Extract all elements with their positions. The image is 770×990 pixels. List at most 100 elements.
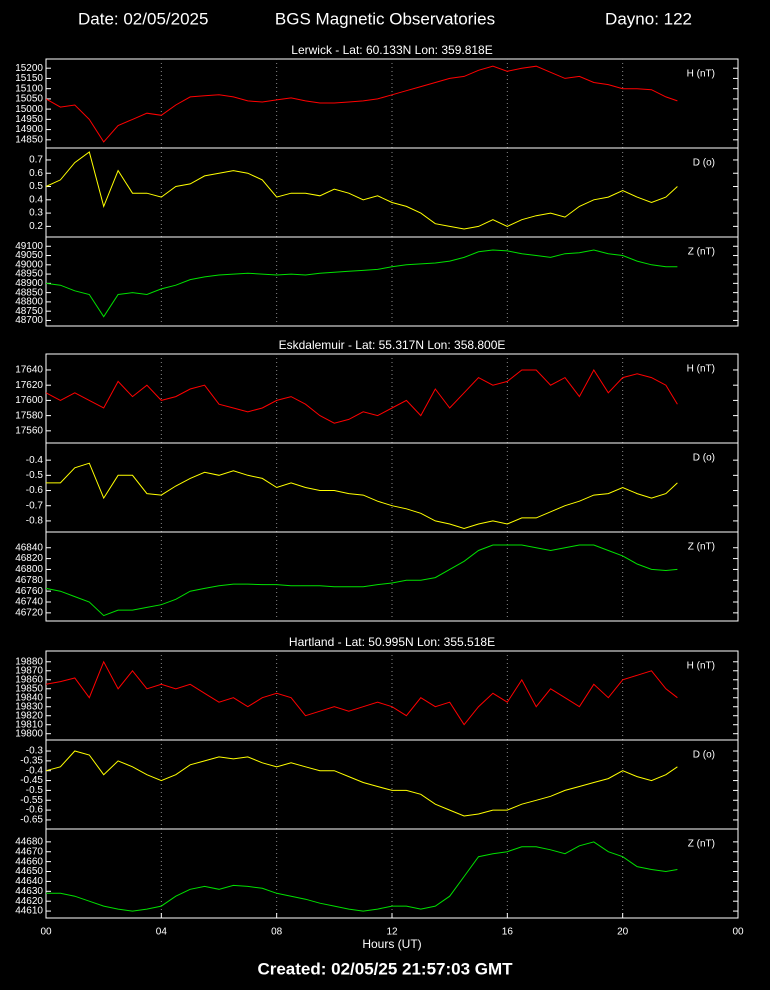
y-tick-label: 48850 xyxy=(15,287,43,298)
y-tick-label: -0.55 xyxy=(20,795,43,806)
y-tick-label: 44640 xyxy=(15,876,43,887)
x-tick-label: 20 xyxy=(617,927,629,938)
title: BGS Magnetic Observatories xyxy=(275,9,495,28)
y-tick-label: 0.4 xyxy=(29,194,43,205)
y-tick-label: -0.4 xyxy=(26,765,44,776)
y-tick-label: 48700 xyxy=(15,315,43,326)
y-tick-label: -0.5 xyxy=(26,785,44,796)
y-tick-label: 0.7 xyxy=(29,155,43,166)
y-tick-label: 46800 xyxy=(15,564,43,575)
y-tick-label: 19870 xyxy=(15,665,43,676)
y-tick-label: 49000 xyxy=(15,259,43,270)
y-tick-label: 19800 xyxy=(15,728,43,739)
x-tick-label: 00 xyxy=(40,927,52,938)
y-tick-label: 48800 xyxy=(15,297,43,308)
y-tick-label: -0.35 xyxy=(20,756,43,767)
trace xyxy=(45,544,678,617)
y-tick-label: 17600 xyxy=(15,395,43,406)
y-tick-label: 15050 xyxy=(15,94,43,105)
y-tick-label: 48950 xyxy=(15,269,43,280)
trace xyxy=(46,462,678,530)
dayno: Dayno: 122 xyxy=(605,9,692,28)
x-tick-label: 12 xyxy=(386,927,398,938)
y-tick-label: -0.45 xyxy=(20,775,43,786)
y-tick-label: 44660 xyxy=(15,856,43,867)
trace xyxy=(45,65,678,143)
station-title: Eskdalemuir - Lat: 55.317N Lon: 358.800E xyxy=(279,338,506,352)
y-tick-label: 15000 xyxy=(15,104,43,115)
y-tick-label: -0.8 xyxy=(26,516,44,527)
y-tick-label: 0.6 xyxy=(29,168,43,179)
y-tick-label: -0.5 xyxy=(26,470,44,481)
y-tick-label: 0.2 xyxy=(29,221,43,232)
legend-label: D (o) xyxy=(693,750,715,761)
legend-label: Z (nT) xyxy=(688,542,715,553)
y-tick-label: -0.7 xyxy=(26,500,44,511)
legend-label: Z (nT) xyxy=(688,247,715,258)
y-tick-label: 46820 xyxy=(15,553,43,564)
date: Date: 02/05/2025 xyxy=(78,9,208,28)
y-tick-label: 19820 xyxy=(15,710,43,721)
y-tick-label: 44670 xyxy=(15,846,43,857)
legend-label: H (nT) xyxy=(687,661,715,672)
y-tick-label: 14950 xyxy=(15,114,43,125)
y-tick-label: 0.3 xyxy=(29,208,43,219)
trace xyxy=(45,660,678,726)
trace xyxy=(45,151,678,230)
station-title: Hartland - Lat: 50.995N Lon: 355.518E xyxy=(289,635,495,649)
x-axis-label: Hours (UT) xyxy=(362,937,421,951)
y-tick-label: 19860 xyxy=(15,674,43,685)
y-tick-label: 19850 xyxy=(15,683,43,694)
y-tick-label: 46840 xyxy=(15,542,43,553)
y-tick-label: 44680 xyxy=(15,836,43,847)
y-tick-label: 17640 xyxy=(15,365,43,376)
y-tick-label: 15100 xyxy=(15,83,43,94)
y-tick-label: 44620 xyxy=(15,896,43,907)
y-tick-label: 0.5 xyxy=(29,181,43,192)
y-tick-label: -0.65 xyxy=(20,815,43,826)
y-tick-label: 17560 xyxy=(15,425,43,436)
y-tick-label: 19810 xyxy=(15,719,43,730)
y-tick-label: 14850 xyxy=(15,134,43,145)
trace xyxy=(45,249,678,318)
legend-label: D (o) xyxy=(693,158,715,169)
y-tick-label: 46720 xyxy=(15,608,43,619)
y-tick-label: 46740 xyxy=(15,597,43,608)
y-tick-label: 49100 xyxy=(15,241,43,252)
y-tick-label: 19830 xyxy=(15,701,43,712)
y-tick-label: 15150 xyxy=(15,73,43,84)
y-tick-label: 44650 xyxy=(15,866,43,877)
legend-label: H (nT) xyxy=(687,364,715,375)
y-tick-label: 48750 xyxy=(15,306,43,317)
trace xyxy=(45,369,678,424)
y-tick-label: 46760 xyxy=(15,586,43,597)
y-tick-label: 19880 xyxy=(15,656,43,667)
y-tick-label: 49050 xyxy=(15,250,43,261)
y-tick-label: -0.6 xyxy=(26,805,44,816)
y-tick-label: 19840 xyxy=(15,692,43,703)
legend-label: H (nT) xyxy=(687,69,715,80)
station-title: Lerwick - Lat: 60.133N Lon: 359.818E xyxy=(291,43,492,57)
y-tick-label: 48900 xyxy=(15,278,43,289)
y-tick-label: -0.3 xyxy=(26,746,44,757)
y-tick-label: 44610 xyxy=(15,906,43,917)
footer: Created: 02/05/25 21:57:03 GMT xyxy=(257,959,513,978)
x-tick-label: 16 xyxy=(502,927,514,938)
y-tick-label: 15200 xyxy=(15,63,43,74)
y-tick-label: 46780 xyxy=(15,575,43,586)
legend-label: Z (nT) xyxy=(688,839,715,850)
x-tick-label: 00 xyxy=(732,927,744,938)
y-tick-label: -0.6 xyxy=(26,485,44,496)
y-tick-label: 17580 xyxy=(15,410,43,421)
x-tick-label: 04 xyxy=(156,927,168,938)
y-tick-label: 17620 xyxy=(15,380,43,391)
trace xyxy=(46,841,678,912)
y-tick-label: 14900 xyxy=(15,124,43,135)
x-tick-label: 08 xyxy=(271,927,283,938)
y-tick-label: 44630 xyxy=(15,886,43,897)
trace xyxy=(45,750,678,817)
legend-label: D (o) xyxy=(693,453,715,464)
y-tick-label: -0.4 xyxy=(26,455,44,466)
